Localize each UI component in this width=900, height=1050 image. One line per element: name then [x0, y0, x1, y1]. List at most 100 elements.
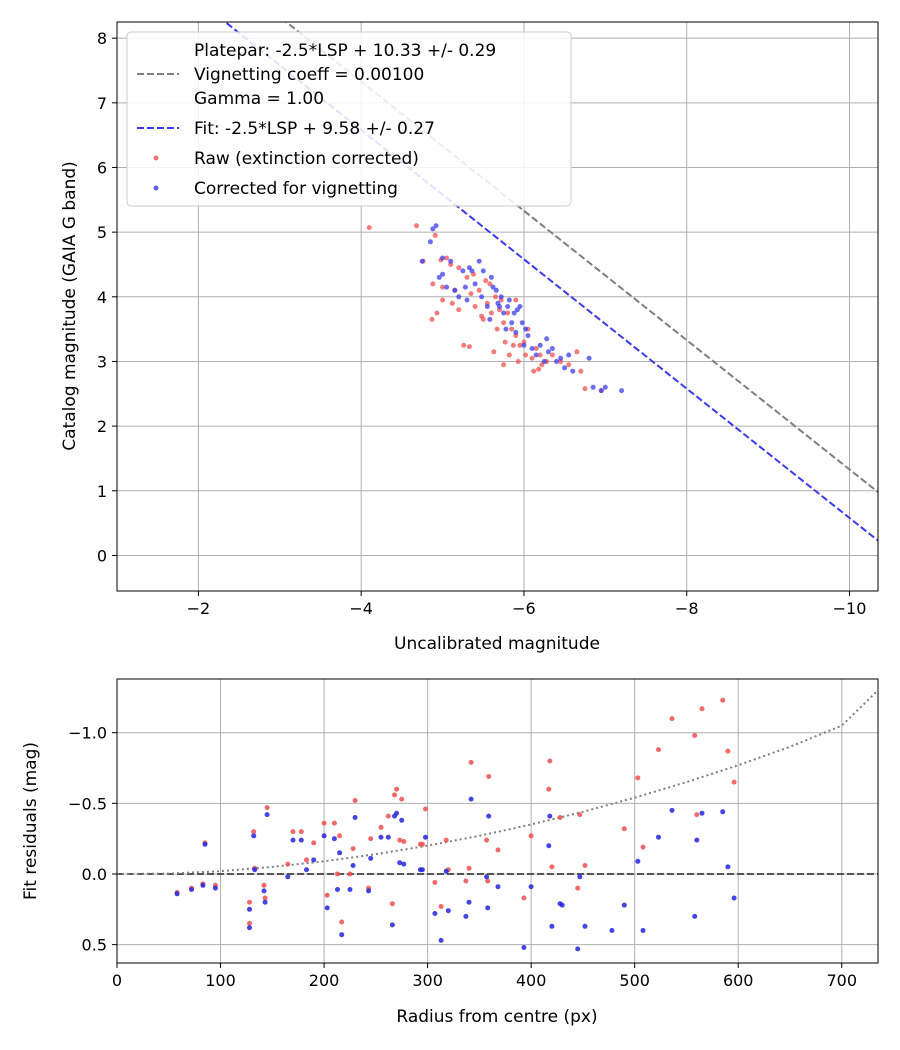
- corrected-point: [498, 294, 504, 300]
- x-tick-label: 500: [619, 971, 650, 990]
- raw-point: [394, 786, 400, 792]
- raw-point: [699, 706, 705, 712]
- corrected-point: [493, 287, 499, 293]
- corrected-point: [541, 359, 547, 364]
- raw-point: [635, 775, 641, 781]
- raw-point: [339, 919, 345, 925]
- corrected-point: [247, 925, 252, 931]
- corrected-point: [394, 810, 400, 816]
- x-tick-label: 700: [826, 971, 857, 990]
- raw-point: [528, 833, 534, 839]
- raw-point: [304, 857, 309, 863]
- corrected-point: [464, 297, 470, 303]
- raw-point: [261, 882, 267, 888]
- corrected-point: [554, 359, 559, 364]
- raw-point: [432, 232, 438, 238]
- corrected-point: [430, 226, 436, 232]
- corrected-point: [692, 913, 698, 919]
- corrected-point: [517, 304, 523, 309]
- corrected-point: [335, 887, 340, 892]
- corrected-point: [559, 902, 565, 908]
- top-data-points: [366, 223, 625, 394]
- corrected-point: [544, 336, 550, 342]
- raw-point: [414, 223, 419, 229]
- x-tick-label: 300: [412, 971, 443, 990]
- corrected-point: [521, 342, 527, 348]
- corrected-point: [479, 294, 485, 300]
- corrected-point: [523, 326, 529, 332]
- corrected-point: [261, 888, 267, 894]
- bottom-y-axis-label: Fit residuals (mag): [21, 742, 41, 900]
- y-tick-label: 4: [97, 288, 107, 307]
- raw-point: [251, 829, 257, 835]
- corrected-point: [511, 310, 517, 316]
- corrected-point: [602, 384, 608, 390]
- raw-point: [501, 320, 507, 326]
- corrected-point: [436, 274, 442, 280]
- corrected-point: [487, 316, 493, 322]
- raw-point: [531, 368, 537, 374]
- corrected-point: [635, 858, 641, 864]
- bottom-y-ticks: 0.5 0.0 −0.5 −1.0: [68, 724, 117, 955]
- raw-point: [468, 291, 474, 297]
- raw-point: [537, 352, 543, 358]
- corrected-point: [485, 905, 491, 911]
- corrected-point: [337, 850, 343, 856]
- corrected-point: [189, 887, 194, 892]
- raw-point: [389, 901, 395, 907]
- corrected-point: [460, 268, 466, 274]
- corrected-point: [558, 355, 564, 361]
- corrected-point: [264, 812, 270, 818]
- legend-entry-corrected: Corrected for vignetting: [194, 179, 398, 199]
- raw-point: [247, 899, 252, 905]
- raw-point: [669, 716, 675, 722]
- legend-entry-raw: Raw (extinction corrected): [194, 149, 419, 169]
- corrected-point: [528, 884, 534, 890]
- corrected-point: [389, 922, 395, 928]
- corrected-point: [262, 899, 268, 905]
- legend-raw-marker: [153, 155, 159, 161]
- raw-point: [486, 774, 492, 779]
- legend: Platepar: -2.5*LSP + 10.33 +/- 0.29 Vign…: [126, 31, 572, 207]
- raw-point: [549, 864, 555, 870]
- raw-point: [264, 805, 270, 811]
- corrected-point: [339, 932, 345, 938]
- corrected-point: [350, 863, 356, 868]
- raw-point: [368, 836, 374, 842]
- corrected-point: [566, 352, 572, 358]
- raw-point: [321, 820, 327, 826]
- corrected-point: [448, 258, 454, 264]
- raw-point: [347, 871, 353, 877]
- raw-point: [487, 281, 493, 287]
- raw-point: [566, 362, 572, 368]
- corrected-point: [495, 884, 501, 890]
- corrected-point: [586, 355, 592, 361]
- corrected-point: [252, 867, 258, 873]
- raw-point: [262, 895, 268, 901]
- raw-point: [557, 815, 563, 820]
- line-vignetting-model: [117, 689, 878, 875]
- residuals-scatter-plot: 0 100 200 300 400 500 600 700 0.5 0.0 −0.5 −1.0 Ra…: [21, 678, 879, 1027]
- corrected-point: [440, 255, 446, 261]
- y-tick-label: −1.0: [68, 724, 107, 743]
- corrected-point: [725, 864, 731, 870]
- corrected-point: [445, 908, 451, 914]
- corrected-point: [537, 342, 543, 348]
- raw-point: [434, 310, 440, 316]
- corrected-point: [298, 837, 304, 843]
- x-tick-label: −10: [833, 599, 867, 618]
- raw-point: [640, 844, 646, 850]
- bottom-reference-lines: [117, 689, 878, 875]
- x-tick-label: −8: [675, 599, 699, 618]
- raw-point: [505, 310, 511, 316]
- y-tick-label: 0: [97, 546, 107, 565]
- raw-point: [337, 833, 343, 839]
- raw-point: [488, 310, 494, 316]
- x-tick-label: 0: [112, 971, 122, 990]
- y-tick-label: −0.5: [68, 794, 107, 813]
- corrected-point: [582, 923, 588, 929]
- raw-point: [546, 786, 552, 792]
- corrected-point: [472, 281, 478, 287]
- corrected-point: [202, 841, 208, 847]
